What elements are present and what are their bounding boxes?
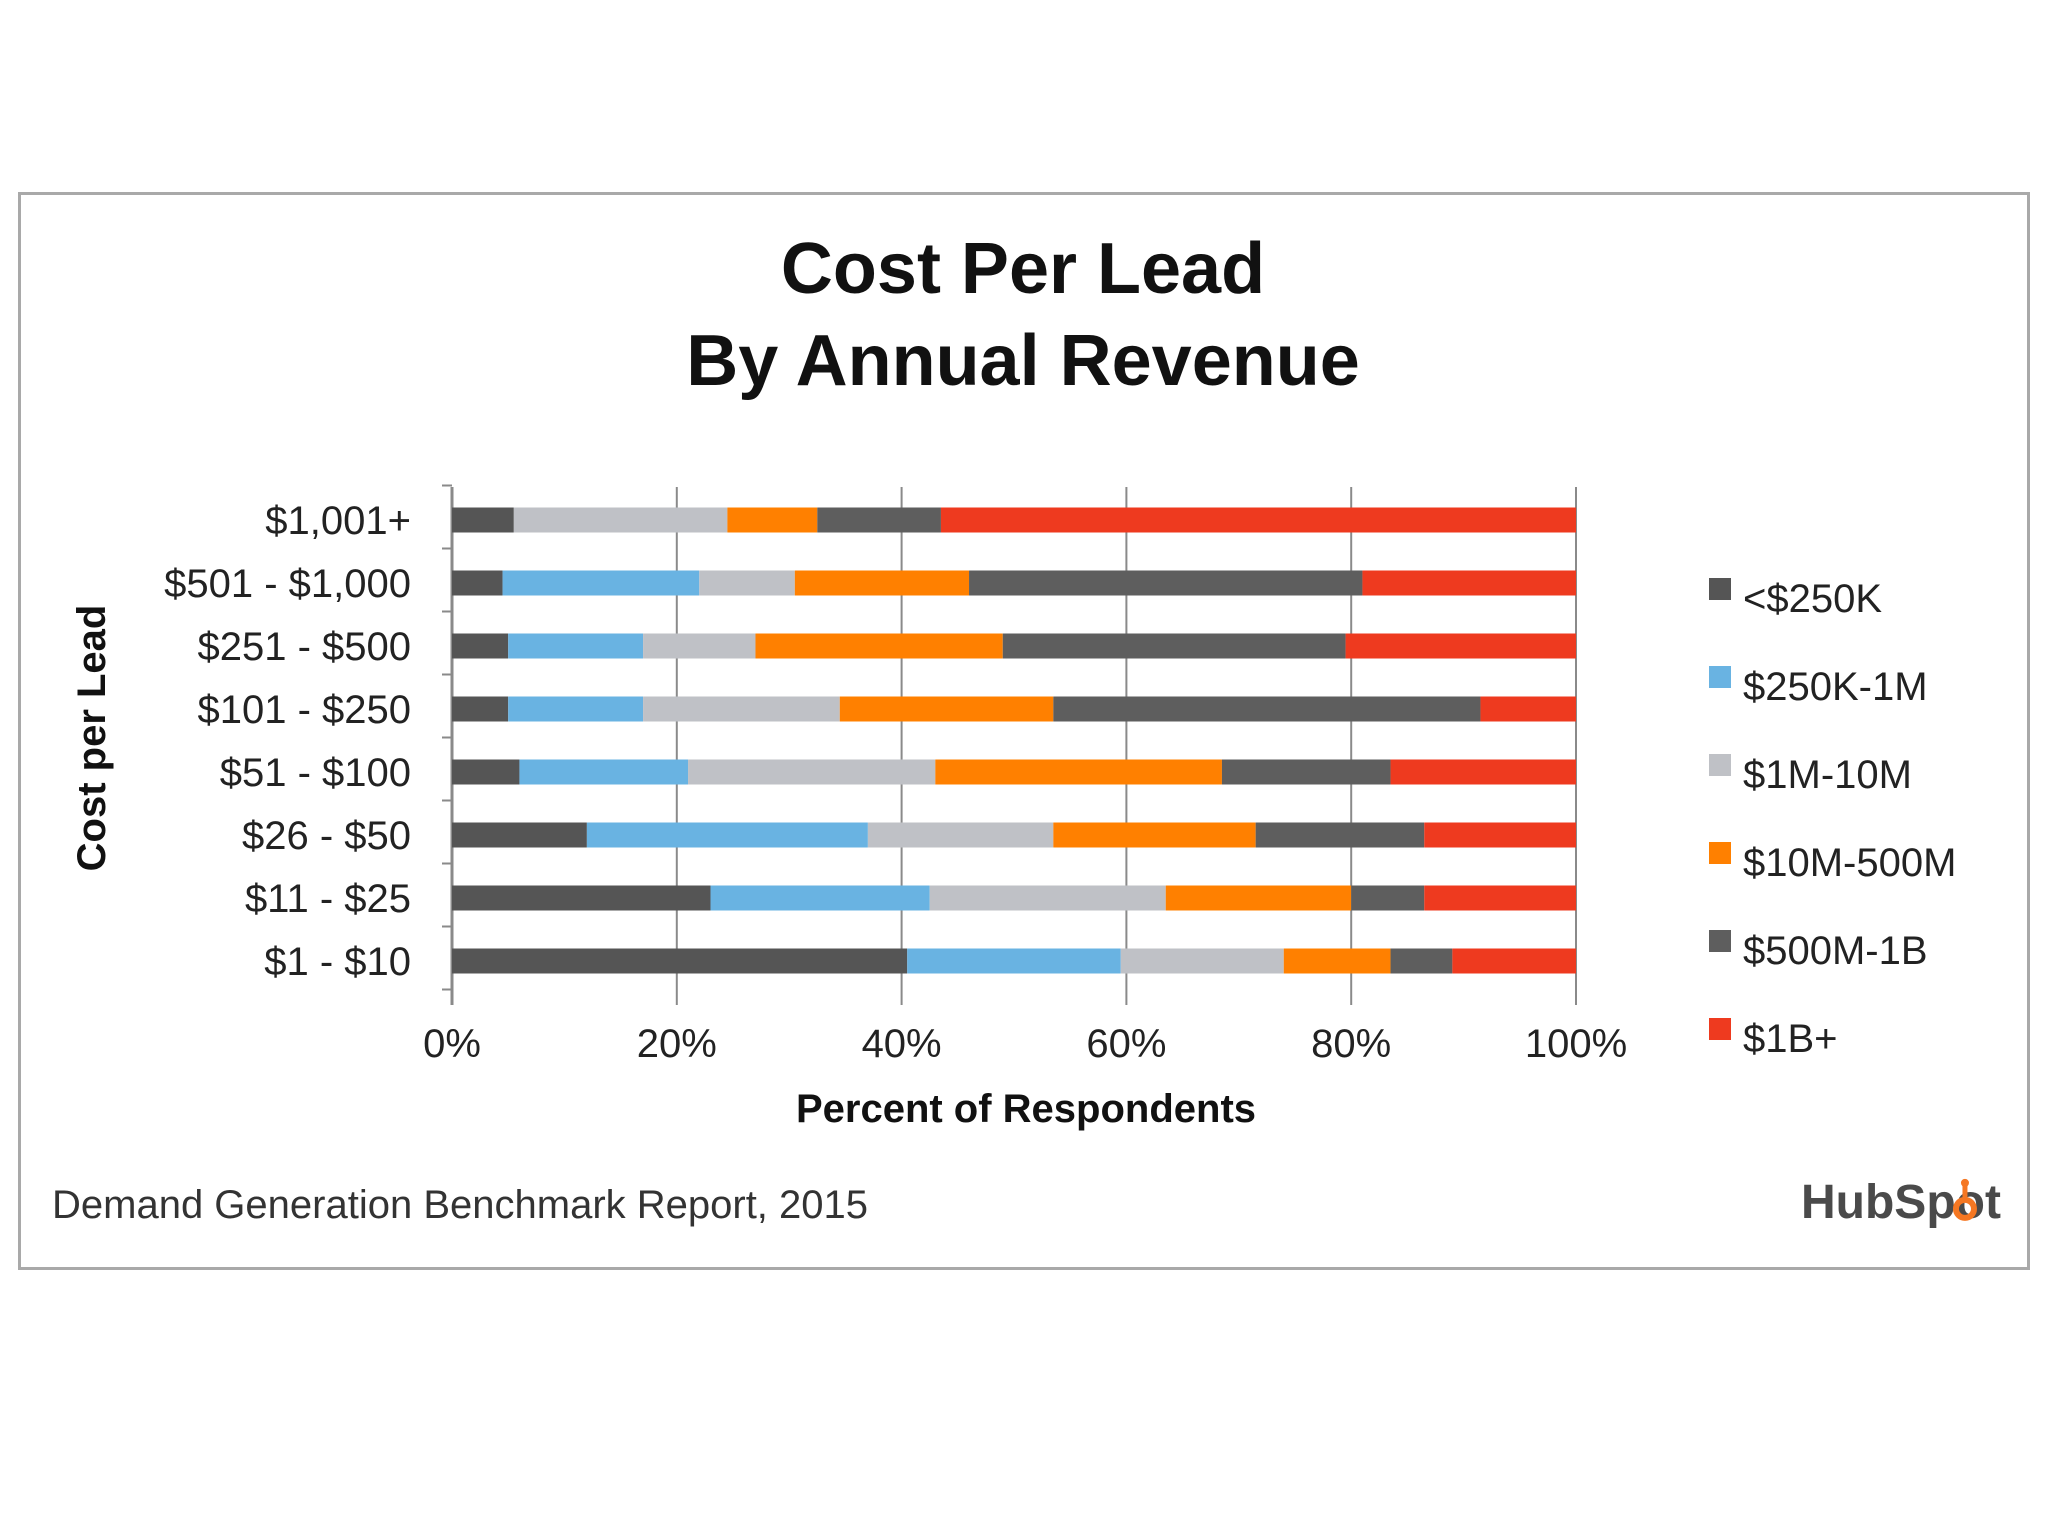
bar-segment [699, 570, 795, 596]
chart-canvas: Cost Per Lead By Annual Revenue 0% 20% 40%… [52, 229, 2001, 1229]
bar-segment [452, 696, 509, 722]
bar-segment [940, 507, 1576, 533]
bar-segment [1002, 633, 1346, 659]
legend-swatch [1709, 578, 1731, 600]
chart-title-line-2: By Annual Revenue [686, 321, 1360, 401]
bar-segment [867, 822, 1054, 848]
bar-segment [452, 633, 509, 659]
bar-segment [755, 633, 1003, 659]
bar-segment [643, 696, 840, 722]
legend-swatch [1709, 842, 1731, 864]
bar-segment [1452, 948, 1576, 974]
bar-segment [452, 948, 908, 974]
legend-swatch [1709, 754, 1731, 776]
legend-swatch [1709, 930, 1731, 952]
y-axis-title: Cost per Lead [70, 605, 114, 872]
chart-frame: Cost Per Lead By Annual Revenue 0% 20% 40%… [18, 192, 2030, 1270]
legend: <$250K $250K-1M $1M-10M $10M-500M $500M-1B $1… [1709, 577, 1956, 1061]
bar-segment [1165, 885, 1352, 911]
x-tick-label: 80% [1311, 1022, 1391, 1066]
x-tick-label: 40% [862, 1022, 942, 1066]
bar-segment [1424, 822, 1576, 848]
bar-segment [1390, 759, 1576, 785]
bar-segment [1283, 948, 1391, 974]
legend-label: $500M-1B [1743, 929, 1928, 973]
bar-segment [688, 759, 936, 785]
bar-segment [1345, 633, 1576, 659]
legend-label: $250K-1M [1743, 665, 1928, 709]
legend-swatch [1709, 1018, 1731, 1040]
y-tick-label: $51 - $100 [220, 751, 411, 795]
bar-segment [1221, 759, 1391, 785]
bar-segment [1053, 696, 1481, 722]
bar-segment [1351, 885, 1425, 911]
bar-segment [452, 885, 711, 911]
bar-segment [817, 507, 941, 533]
y-tick-label: $251 - $500 [197, 625, 411, 669]
sprocket-icon [1952, 1178, 1977, 1221]
bar-segment [839, 696, 1054, 722]
y-tick-label: $1,001+ [265, 499, 411, 543]
bar-segment [935, 759, 1222, 785]
legend-label: $10M-500M [1743, 841, 1956, 885]
bar-segment [969, 570, 1363, 596]
x-tick-label: 100% [1525, 1022, 1627, 1066]
y-tick-label: $1 - $10 [264, 940, 411, 984]
x-tick-label: 60% [1086, 1022, 1166, 1066]
bar-segment [502, 570, 700, 596]
x-axis-title: Percent of Respondents [796, 1087, 1256, 1131]
y-tick-label: $501 - $1,000 [164, 562, 411, 606]
sprocket-node [1960, 1178, 1969, 1187]
bar-segment [452, 759, 520, 785]
legend-swatch [1709, 666, 1731, 688]
bar-segment [907, 948, 1121, 974]
bar-segment [1053, 822, 1256, 848]
bar-segment [508, 696, 644, 722]
x-tick-label: 0% [423, 1022, 481, 1066]
bar-segment [452, 570, 503, 596]
legend-label: <$250K [1743, 577, 1882, 621]
bar-segment [727, 507, 818, 533]
bar-segment [452, 822, 587, 848]
bar-segment [1362, 570, 1576, 596]
bar-segment [586, 822, 868, 848]
bar-segment [513, 507, 728, 533]
bar-segment [1390, 948, 1453, 974]
bar-segment [929, 885, 1166, 911]
plot-area: 0% 20% 40% 60% 80% 100% $1,001+ $501 - $1,000 $2… [164, 484, 1627, 1066]
legend-label: $1B+ [1743, 1017, 1838, 1061]
bar-segment [1424, 885, 1576, 911]
bar-segment [519, 759, 689, 785]
bar-segment [1480, 696, 1576, 722]
bar-segment [643, 633, 756, 659]
y-tick-label: $101 - $250 [197, 688, 411, 732]
source-caption: Demand Generation Benchmark Report, 2015 [52, 1183, 868, 1227]
y-tick-label: $26 - $50 [242, 814, 411, 858]
bar-segment [1120, 948, 1284, 974]
y-tick-label: $11 - $25 [245, 877, 411, 921]
sprocket-ring [1952, 1196, 1977, 1221]
bar-segment [710, 885, 930, 911]
bar-segment [452, 507, 514, 533]
chart-title-line-1: Cost Per Lead [781, 229, 1265, 309]
x-tick-label: 20% [637, 1022, 717, 1066]
bar-segment [1255, 822, 1425, 848]
bar-segment [794, 570, 970, 596]
bar-segment [508, 633, 644, 659]
hubspot-logo: HubSpot [1801, 1176, 2001, 1229]
legend-label: $1M-10M [1743, 753, 1912, 797]
